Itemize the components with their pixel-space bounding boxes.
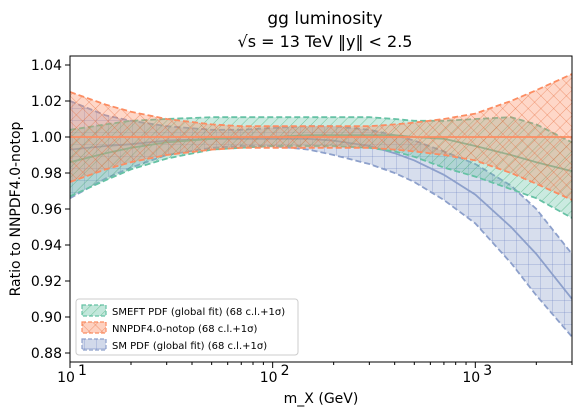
legend-box — [75, 298, 299, 356]
legend-item-nnpdf4-0-notop: NNPDF4.0-notop (68 c.l.+1σ) — [81, 321, 257, 335]
band-upper-edge-nnpdf4-0-notop — [70, 73, 572, 128]
legend-item-smeft-pdf: SMEFT PDF (global fit) (68 c.l.+1σ) — [81, 304, 285, 318]
x-tick-label: 10 — [260, 370, 278, 386]
y-axis-label: Ratio to NNPDF4.0-notop — [8, 121, 24, 296]
legend-swatch-hatch — [82, 339, 106, 350]
chart-title: gg luminosity — [267, 9, 382, 29]
x-axis-label: m_X (GeV) — [284, 391, 359, 407]
x-tick-label-exponent: 1 — [78, 363, 87, 379]
y-tick-label: 0.92 — [31, 274, 62, 290]
y-tick-label: 1.02 — [31, 94, 62, 110]
y-tick-label: 0.94 — [31, 238, 62, 254]
legend-label: SM PDF (global fit) (68 c.l.+1σ) — [112, 341, 267, 352]
x-axis: 10 1 10 2 10 3 — [57, 362, 573, 386]
legend-swatch-hatch — [82, 305, 106, 316]
x-tick-label: 10 — [57, 370, 75, 386]
legend: SMEFT PDF (global fit) (68 c.l.+1σ) NNPDF… — [75, 298, 299, 356]
chart-subtitle: √s = 13 TeV ‖y‖ < 2.5 — [238, 32, 413, 51]
x-tick-label-exponent: 3 — [483, 363, 492, 379]
series-bands — [70, 73, 572, 338]
y-tick-label: 0.96 — [31, 202, 62, 218]
y-tick-label: 0.88 — [31, 346, 62, 362]
y-tick-label: 0.98 — [31, 166, 62, 182]
x-tick-label: 10 — [462, 370, 480, 386]
legend-swatch-hatch — [82, 322, 106, 333]
y-axis: 0.88 0.90 0.92 0.94 0.96 0.98 1.00 1.02 1.04 — [31, 58, 70, 362]
band-nnpdf4-0-notop — [70, 73, 572, 201]
band-lower-edge-nnpdf4-0-notop — [70, 146, 572, 201]
y-tick-label: 0.90 — [31, 310, 62, 326]
legend-label: SMEFT PDF (global fit) (68 c.l.+1σ) — [112, 307, 285, 318]
y-tick-label: 1.04 — [31, 58, 62, 74]
x-tick-label-exponent: 2 — [281, 363, 290, 379]
y-tick-label: 1.00 — [31, 130, 62, 146]
legend-item-sm-pdf: SM PDF (global fit) (68 c.l.+1σ) — [81, 338, 267, 352]
legend-label: NNPDF4.0-notop (68 c.l.+1σ) — [112, 324, 257, 335]
